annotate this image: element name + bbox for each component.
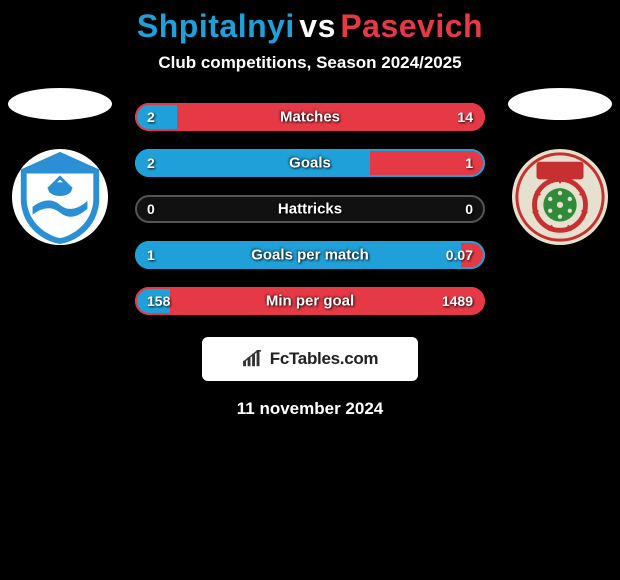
bar-value-left: 2 — [147, 109, 155, 125]
bar-value-right: 14 — [457, 109, 473, 125]
flag-ellipse-right — [508, 88, 612, 120]
club-badge-right — [511, 148, 609, 246]
bar-fill-left — [135, 149, 370, 177]
bar-label: Goals — [289, 155, 331, 172]
bar-value-right: 0 — [465, 201, 473, 217]
bar-chart-icon — [242, 350, 264, 368]
bar-value-left: 2 — [147, 155, 155, 171]
site-logo-text: FcTables.com — [270, 349, 379, 369]
bar-fill-left — [135, 103, 177, 131]
title-vs: vs — [299, 8, 336, 44]
footer-date: 11 november 2024 — [0, 399, 620, 419]
stat-bar: 2 14 Matches — [135, 103, 485, 131]
title-player2: Pasevich — [340, 8, 483, 44]
bar-label: Min per goal — [266, 293, 354, 310]
stat-bar: 1 0.07 Goals per match — [135, 241, 485, 269]
stat-bars: 2 14 Matches 2 1 Goals 0 0 Hattricks 1 0.07 Goals p… — [135, 103, 485, 315]
club-badge-left — [11, 148, 109, 246]
stat-bar: 0 0 Hattricks — [135, 195, 485, 223]
bar-label: Hattricks — [278, 201, 342, 218]
stat-bar: 2 1 Goals — [135, 149, 485, 177]
bar-value-right: 1489 — [442, 293, 473, 309]
bar-label: Matches — [280, 109, 340, 126]
left-side — [0, 88, 120, 246]
title-row: Shpitalnyi vs Pasevich — [0, 0, 620, 45]
bar-value-left: 0 — [147, 201, 155, 217]
site-logo-box: FcTables.com — [202, 337, 418, 381]
bar-value-right: 0.07 — [446, 247, 473, 263]
club-badge-left-svg — [11, 148, 109, 246]
bar-value-left: 1 — [147, 247, 155, 263]
stat-bar: 158 1489 Min per goal — [135, 287, 485, 315]
subtitle: Club competitions, Season 2024/2025 — [0, 53, 620, 73]
right-side — [500, 88, 620, 246]
bar-value-right: 1 — [465, 155, 473, 171]
club-badge-right-svg — [511, 148, 609, 246]
bar-value-left: 158 — [147, 293, 170, 309]
flag-ellipse-left — [8, 88, 112, 120]
content: 2 14 Matches 2 1 Goals 0 0 Hattricks 1 0.07 Goals p… — [0, 103, 620, 419]
title-player1: Shpitalnyi — [137, 8, 295, 44]
bar-label: Goals per match — [251, 247, 369, 264]
